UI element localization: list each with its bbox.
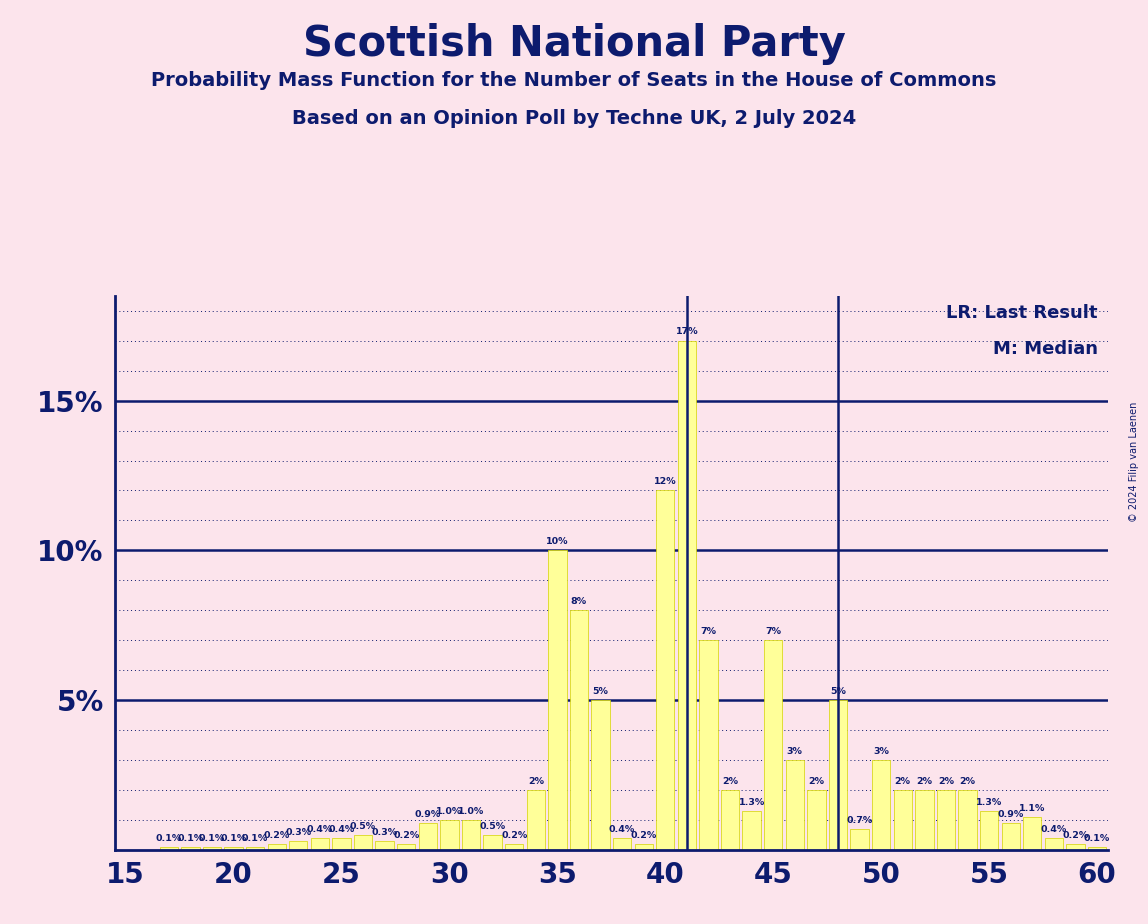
Bar [872,760,891,850]
Bar [1023,817,1041,850]
Text: 0.5%: 0.5% [350,821,377,831]
Text: 2%: 2% [808,777,824,785]
Text: 0.4%: 0.4% [328,824,355,833]
Bar [483,835,502,850]
Text: © 2024 Filip van Laenen: © 2024 Filip van Laenen [1128,402,1139,522]
Bar [765,640,783,850]
Bar [311,838,329,850]
Text: 2%: 2% [528,777,544,785]
Text: 3%: 3% [874,747,889,756]
Bar [527,790,545,850]
Text: 0.2%: 0.2% [501,831,527,840]
Bar [160,847,178,850]
Bar [203,847,222,850]
Bar [181,847,200,850]
Text: 0.4%: 0.4% [1041,824,1066,833]
Text: 2%: 2% [960,777,976,785]
Bar [354,835,372,850]
Bar [785,760,804,850]
Bar [937,790,955,850]
Text: 5%: 5% [830,687,846,696]
Bar [807,790,825,850]
Text: LR: Last Result: LR: Last Result [946,304,1097,322]
Bar [461,821,480,850]
Text: 0.3%: 0.3% [285,828,311,836]
Bar [289,841,308,850]
Bar [224,847,242,850]
Text: 0.4%: 0.4% [608,824,635,833]
Text: 3%: 3% [786,747,802,756]
Text: M: Median: M: Median [993,340,1097,358]
Bar [267,845,286,850]
Bar [419,823,437,850]
Text: 0.1%: 0.1% [242,833,269,843]
Text: 1.1%: 1.1% [1019,804,1046,812]
Text: 0.1%: 0.1% [156,833,181,843]
Text: 0.4%: 0.4% [307,824,333,833]
Text: 1.3%: 1.3% [738,797,765,807]
Text: 0.3%: 0.3% [372,828,397,836]
Text: 1.0%: 1.0% [436,807,463,816]
Text: 12%: 12% [654,477,676,486]
Text: 10%: 10% [546,537,568,546]
Bar [505,845,523,850]
Text: Scottish National Party: Scottish National Party [303,23,845,65]
Text: 0.7%: 0.7% [846,816,872,824]
Text: 0.1%: 0.1% [177,833,203,843]
Text: 7%: 7% [700,626,716,636]
Bar [375,841,394,850]
Text: 0.2%: 0.2% [1062,831,1088,840]
Text: 0.9%: 0.9% [998,809,1024,819]
Text: Probability Mass Function for the Number of Seats in the House of Commons: Probability Mass Function for the Number… [152,71,996,91]
Text: 0.5%: 0.5% [480,821,505,831]
Text: 0.1%: 0.1% [1084,833,1110,843]
Bar [1001,823,1019,850]
Bar [332,838,350,850]
Text: 0.1%: 0.1% [220,833,247,843]
Text: 8%: 8% [571,597,587,606]
Bar [591,700,610,850]
Text: 0.9%: 0.9% [414,809,441,819]
Text: 0.2%: 0.2% [393,831,419,840]
Bar [397,845,416,850]
Text: 2%: 2% [722,777,738,785]
Bar [677,341,696,850]
Bar [569,611,588,850]
Text: 0.2%: 0.2% [264,831,289,840]
Bar [635,845,653,850]
Text: 2%: 2% [916,777,932,785]
Text: 7%: 7% [766,626,782,636]
Text: 1.0%: 1.0% [458,807,484,816]
Bar [743,811,761,850]
Bar [721,790,739,850]
Text: 2%: 2% [938,777,954,785]
Text: 17%: 17% [675,327,698,336]
Bar [1045,838,1063,850]
Bar [699,640,718,850]
Text: 2%: 2% [894,777,910,785]
Bar [893,790,912,850]
Text: Based on an Opinion Poll by Techne UK, 2 July 2024: Based on an Opinion Poll by Techne UK, 2… [292,109,856,128]
Bar [657,491,675,850]
Text: 1.3%: 1.3% [976,797,1002,807]
Text: 0.1%: 0.1% [199,833,225,843]
Bar [959,790,977,850]
Bar [915,790,933,850]
Bar [548,551,566,850]
Bar [1066,845,1085,850]
Text: 5%: 5% [592,687,608,696]
Bar [246,847,264,850]
Bar [440,821,458,850]
Text: 0.2%: 0.2% [630,831,657,840]
Bar [851,829,869,850]
Bar [613,838,631,850]
Bar [829,700,847,850]
Bar [980,811,999,850]
Bar [1088,847,1107,850]
